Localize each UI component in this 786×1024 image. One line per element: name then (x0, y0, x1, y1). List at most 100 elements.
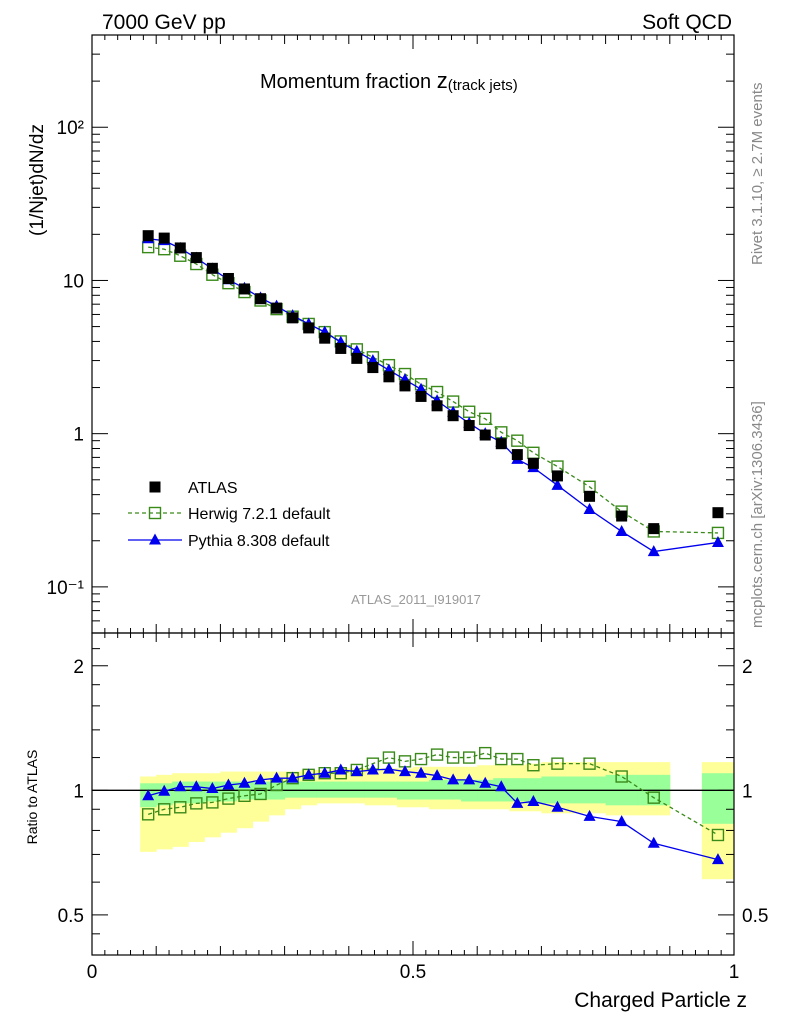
pythia-ratio-point (527, 794, 540, 806)
pythia-ratio-point (302, 768, 315, 780)
pythia-point (647, 545, 660, 557)
herwig-ratio-point (238, 789, 251, 803)
pythia-ratio-point (583, 809, 596, 821)
pythia-ratio-point (463, 773, 476, 785)
pythia-ratio-point (511, 796, 524, 808)
atlas-point (648, 523, 660, 535)
lower-y-ticks: 0.5 0.5 1 1 2 2 (58, 648, 768, 935)
herwig-ratio-point (206, 796, 219, 809)
atlas-point (551, 470, 563, 482)
herwig-ratio-point (414, 752, 428, 766)
pythia-ratio-point (270, 771, 283, 783)
herwig-ratio-point (551, 757, 564, 770)
pythia-ratio-point (254, 773, 267, 785)
atlas-point (616, 510, 628, 522)
atlas-point (511, 449, 523, 461)
y-tick-label-right: 2 (742, 657, 753, 678)
herwig-ratio-point (615, 770, 628, 783)
pythia-ratio-point (366, 763, 379, 775)
pythia-ratio-point (495, 780, 508, 792)
pythia-ratio-point (142, 789, 155, 801)
pythia-ratio-point (415, 766, 428, 778)
pythia-point (583, 502, 596, 514)
mcplots-label: mcplots.cern.ch [arXiv:1306.3436] (749, 401, 766, 628)
stat-band-bin (332, 781, 350, 798)
atlas-point (255, 293, 267, 305)
legend-item: ATLAS (149, 480, 238, 497)
atlas-point (190, 252, 202, 264)
pythia-ratio-point (334, 763, 347, 775)
legend: ATLAS Herwig 7.2.1 default Pythia 8.308 de… (128, 480, 331, 550)
x-ticks (91, 35, 735, 633)
pythia-ratio-point (447, 773, 460, 785)
atlas-point (238, 283, 250, 295)
atlas-point (174, 242, 186, 254)
herwig-ratio-point (174, 801, 187, 814)
y-tick-label: 1 (73, 781, 84, 802)
herwig-ratio-point (254, 787, 267, 801)
atlas-point (712, 507, 724, 519)
herwig-ratio-point (479, 746, 492, 760)
stat-band-bin (284, 781, 302, 798)
chart-title: Momentum fraction z(track jets) (260, 68, 518, 94)
atlas-point (271, 302, 283, 314)
y-tick-label: 10 (63, 271, 84, 292)
pythia-ratio-point (711, 853, 724, 865)
atlas-point (303, 322, 315, 334)
herwig-point (479, 412, 492, 426)
pythia-ratio-point (174, 780, 187, 792)
x-ticks: 0 0.5 1 (87, 633, 739, 983)
atlas-point (206, 262, 218, 274)
y-tick-label-right: 0.5 (742, 906, 768, 927)
legend-label: Herwig 7.2.1 default (188, 506, 331, 523)
atlas-point (335, 342, 347, 354)
y-tick-label: 10⁻¹ (47, 578, 85, 599)
pythia-ratio-point (190, 780, 203, 792)
pythia-ratio-point (431, 769, 444, 781)
atlas-point (463, 420, 475, 432)
legend-item: Herwig 7.2.1 default (128, 506, 331, 523)
atlas-point (222, 272, 234, 284)
atlas-point (319, 332, 331, 344)
herwig-ratio-point (647, 791, 660, 804)
herwig-point (462, 405, 476, 418)
herwig-ratio-point (583, 757, 596, 770)
pythia-ratio-point (222, 778, 235, 790)
atlas-point (447, 410, 459, 422)
herwig-ratio-point (222, 792, 235, 805)
atlas-point (383, 371, 395, 383)
stat-band-bin (300, 781, 318, 798)
herwig-ratio-point (511, 752, 524, 766)
lower-panel: 0 0.5 10.5 0.51 12 2 (58, 632, 768, 983)
herwig-ratio-point (141, 808, 155, 821)
upper-panel: 10⁻¹ 1 10 10² (47, 34, 735, 634)
stat-band-bin (380, 781, 398, 798)
pythia-ratio-point (238, 776, 251, 788)
pythia-ratio-point (382, 762, 395, 774)
atlas-point (527, 457, 539, 469)
pythia-ratio-point (615, 815, 628, 827)
upper-y-axis-label: (1/Njet)dN/dz (27, 124, 48, 236)
pythia-ratio-point (206, 782, 219, 794)
atlas-point (495, 438, 507, 450)
atlas-point (158, 232, 170, 244)
y-tick-label: 2 (73, 657, 84, 678)
y-tick-label-right: 1 (742, 781, 753, 802)
y-tick-label: 10² (57, 118, 84, 139)
herwig-point (551, 460, 564, 473)
rivet-label: Rivet 3.1.10, ≥ 2.7M events (749, 83, 766, 266)
atlas-point (287, 312, 299, 324)
herwig-point (511, 434, 524, 447)
pythia-point (711, 535, 724, 547)
herwig-ratio-point (462, 751, 476, 764)
atlas-point (367, 362, 379, 374)
atlas-point (142, 230, 154, 242)
header-left: 7000 GeV pp (102, 11, 226, 34)
analysis-id: ATLAS_2011_I919017 (351, 592, 481, 607)
herwig-ratio-point (446, 751, 460, 764)
pythia-point (551, 478, 564, 490)
herwig-ratio-line (147, 752, 719, 836)
herwig-ratio-point (495, 752, 508, 766)
uncertainty-bands (140, 762, 735, 880)
